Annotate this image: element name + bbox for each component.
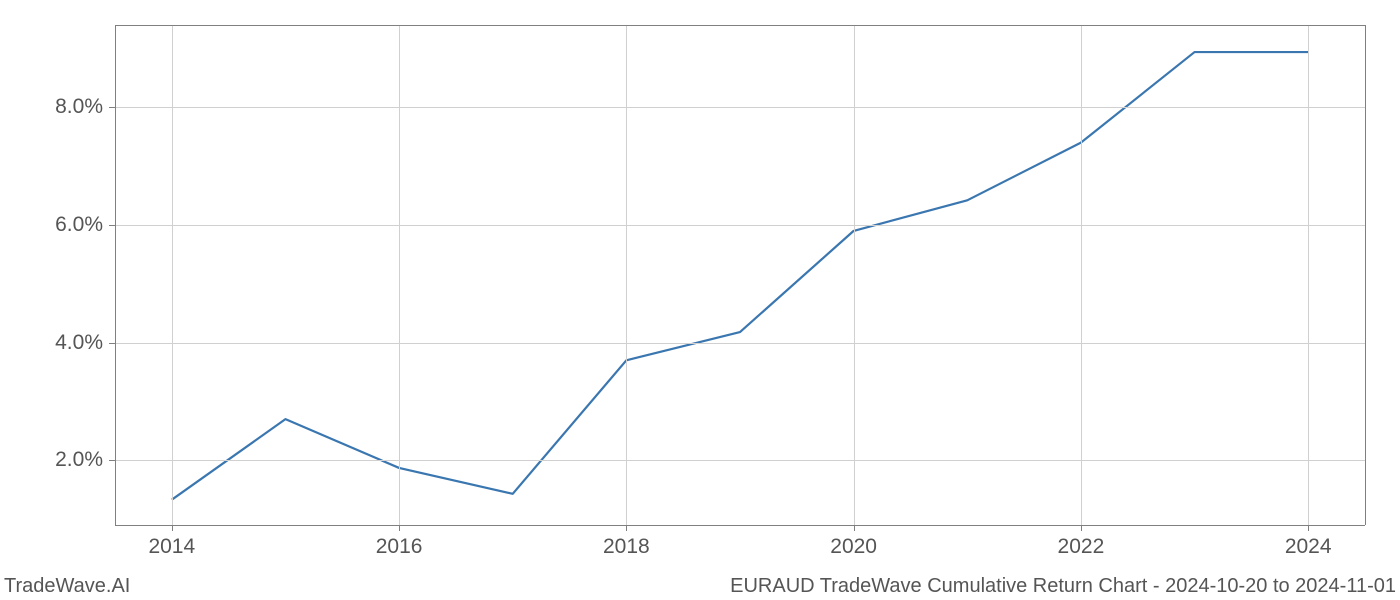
footer-left-text: TradeWave.AI (4, 575, 130, 598)
x-tick-label: 2020 (830, 535, 877, 559)
grid-line-vertical (172, 25, 173, 525)
x-axis-spine (115, 525, 1365, 526)
footer-right-text: EURAUD TradeWave Cumulative Return Chart… (730, 575, 1396, 598)
grid-line-horizontal (115, 343, 1365, 344)
grid-line-vertical (854, 25, 855, 525)
grid-line-horizontal (115, 107, 1365, 108)
x-tick-label: 2024 (1285, 535, 1332, 559)
grid-line-vertical (1308, 25, 1309, 525)
x-tick-label: 2016 (376, 535, 423, 559)
chart-container: 2014201620182020202220242.0%4.0%6.0%8.0%… (0, 0, 1400, 600)
y-axis-spine (115, 25, 116, 525)
x-tick-label: 2014 (148, 535, 195, 559)
data-line (172, 52, 1308, 500)
x-tick-label: 2022 (1058, 535, 1105, 559)
grid-line-vertical (399, 25, 400, 525)
grid-line-horizontal (115, 225, 1365, 226)
plot-area: 2014201620182020202220242.0%4.0%6.0%8.0% (115, 25, 1365, 525)
grid-line-vertical (626, 25, 627, 525)
top-spine (115, 25, 1365, 26)
grid-line-horizontal (115, 460, 1365, 461)
x-tick-label: 2018 (603, 535, 650, 559)
y-tick-label: 8.0% (55, 95, 103, 119)
y-tick-label: 2.0% (55, 448, 103, 472)
line-chart-svg (115, 25, 1365, 525)
grid-line-vertical (1081, 25, 1082, 525)
y-tick-label: 4.0% (55, 331, 103, 355)
right-spine (1365, 25, 1366, 525)
y-tick-label: 6.0% (55, 213, 103, 237)
